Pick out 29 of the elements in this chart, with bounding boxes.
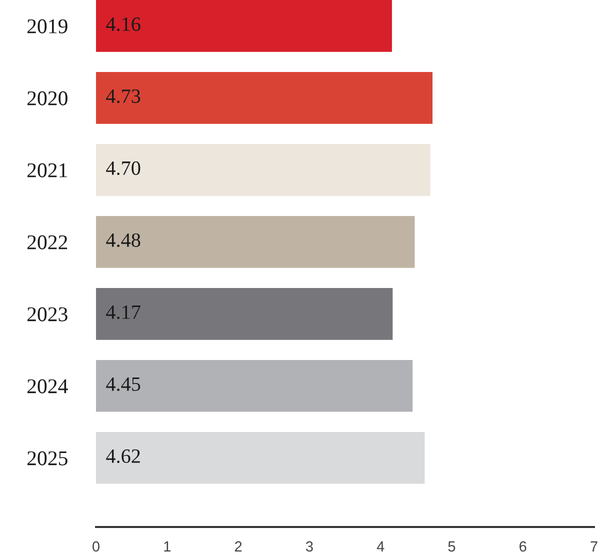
data-label: 4.62 [106, 449, 140, 464]
x-tick-label: 1 [164, 541, 170, 552]
x-tick-label: 6 [520, 541, 526, 552]
y-tick-label: 2022 [27, 235, 68, 250]
y-tick-label: 2023 [27, 307, 68, 322]
x-tick-label: 2 [234, 541, 242, 552]
y-tick-label: 2021 [27, 163, 67, 178]
x-tick-label: 5 [448, 541, 456, 552]
y-tick-label: 2020 [27, 91, 68, 106]
y-tick-label: 2019 [27, 19, 68, 34]
data-label: 4.73 [106, 89, 140, 104]
y-tick-label: 2024 [27, 379, 68, 394]
bar [96, 432, 425, 484]
data-label: 4.45 [106, 377, 140, 392]
data-label: 4.16 [106, 17, 140, 32]
data-label: 4.48 [106, 233, 140, 248]
y-tick-label: 2025 [27, 451, 68, 466]
bar [96, 216, 415, 268]
x-tick-label: 4 [376, 541, 384, 552]
bar [96, 144, 430, 196]
bar [96, 0, 392, 52]
x-tick-label: 3 [306, 541, 313, 552]
bar [96, 72, 433, 124]
data-label: 4.17 [106, 305, 140, 320]
bar [96, 360, 413, 412]
bar [96, 288, 393, 340]
data-label: 4.70 [106, 161, 140, 176]
x-tick-label: 0 [92, 541, 100, 552]
x-tick-label: 7 [590, 541, 598, 552]
